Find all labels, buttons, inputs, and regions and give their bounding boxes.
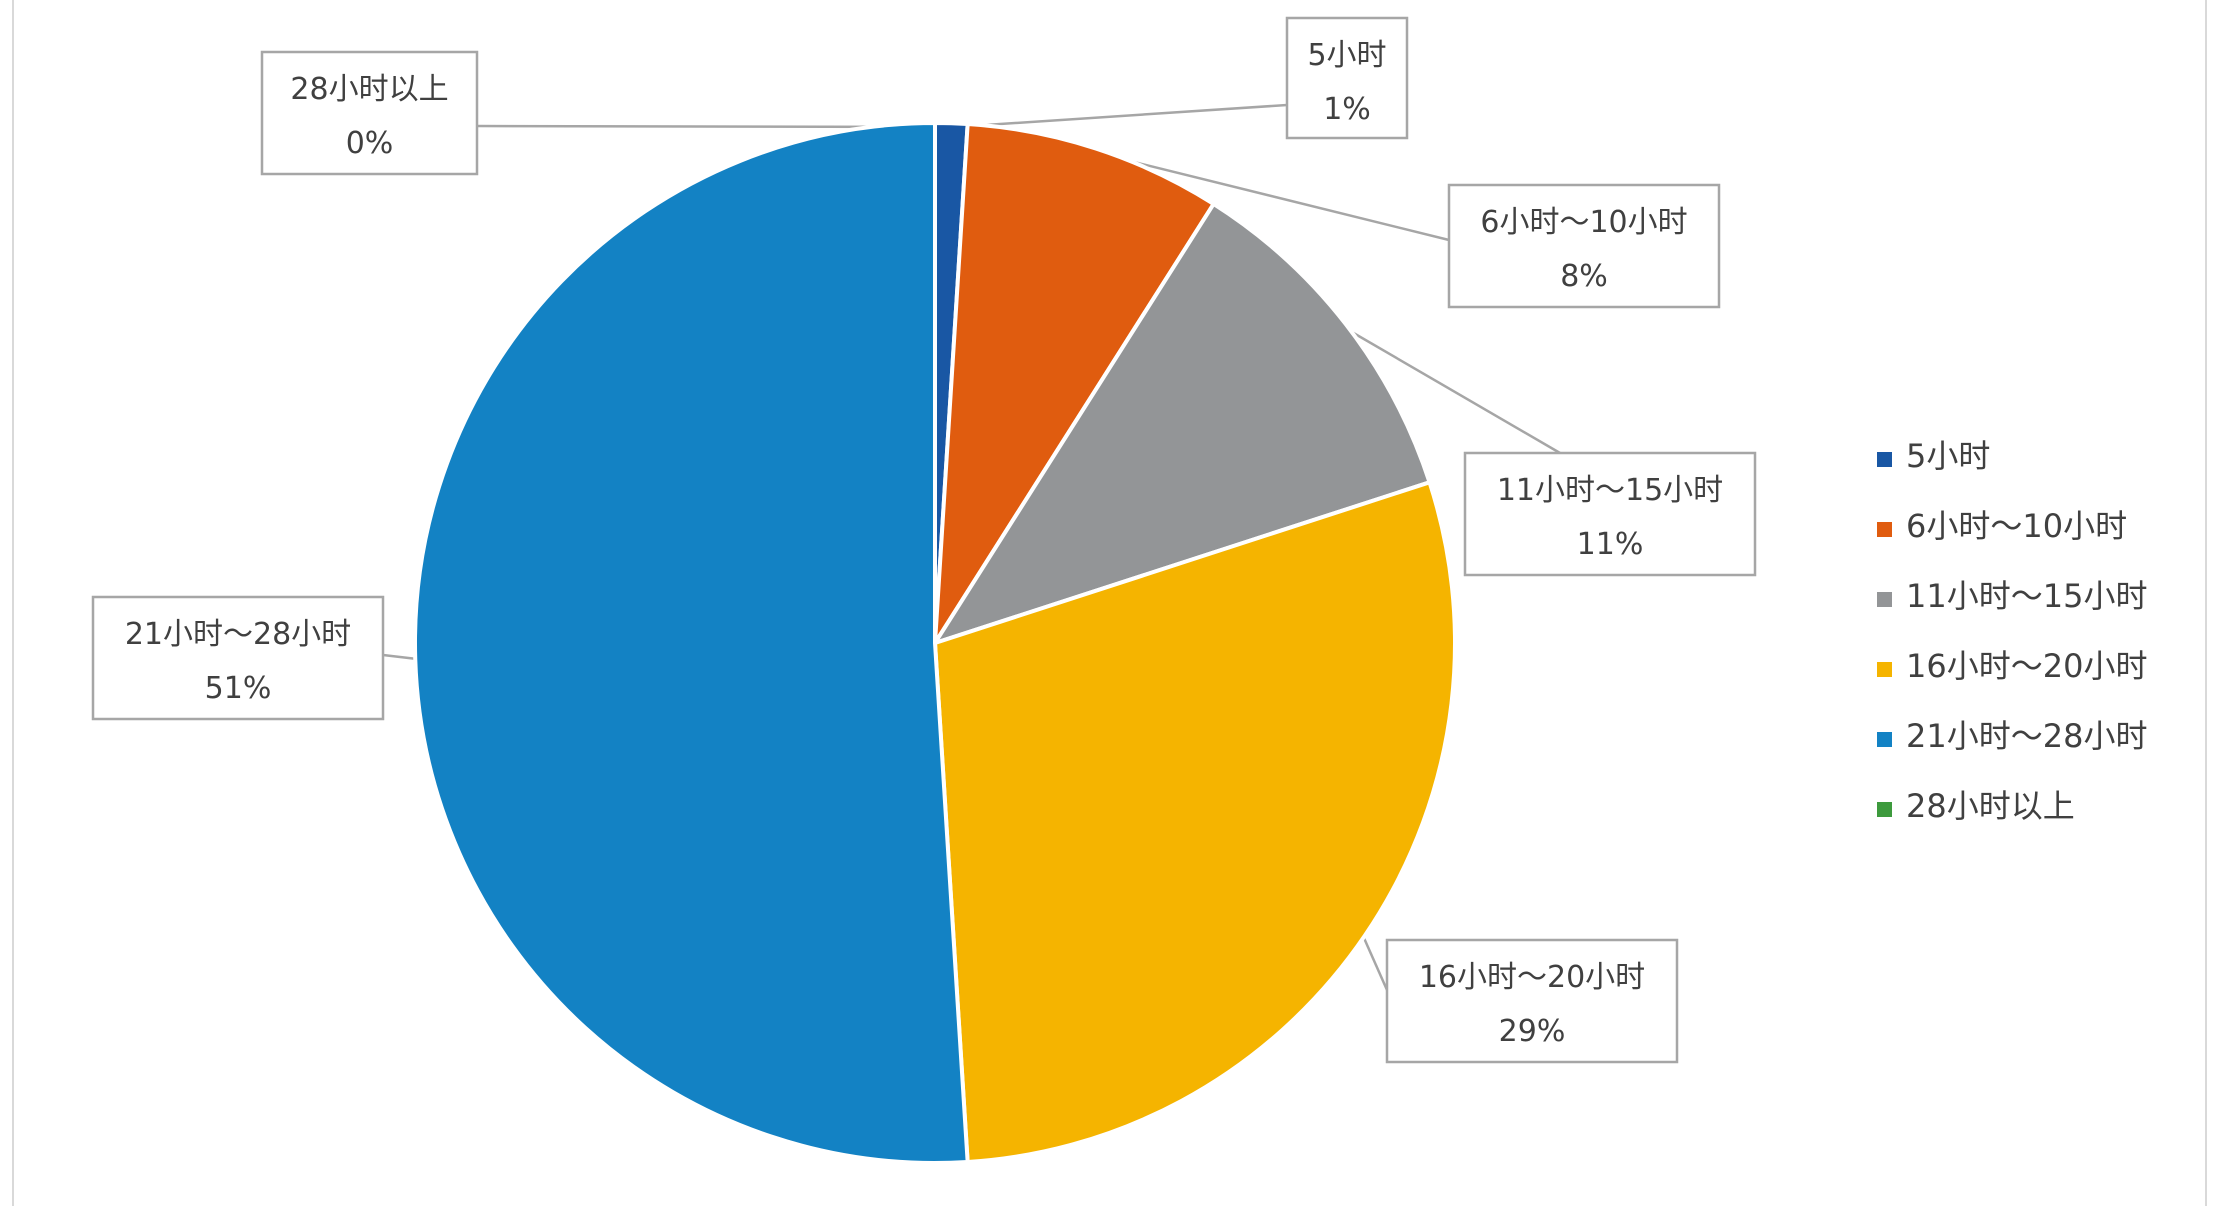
data-callouts: 5小时 1% 6小时～10小时 8% 11小时～15小时 11% 16小时～20小时 29% 2… xyxy=(91,16,1757,1064)
leader-line-2 xyxy=(1094,151,1450,242)
legend-swatch-4 xyxy=(1877,662,1892,677)
data-label-percent-4: 29% xyxy=(1499,1014,1566,1049)
legend-swatch-6 xyxy=(1877,802,1892,817)
pie-slice-2 xyxy=(933,122,1216,645)
pie-slice-4 xyxy=(933,480,1457,1164)
pie-slice-5 xyxy=(412,121,970,1165)
legend: 5小时 6小时～10小时 11小时～15小时 16小时～20小时 21小时～28小时 28… xyxy=(1877,437,2147,825)
leader-line-4 xyxy=(1360,932,1389,991)
legend-swatch-2 xyxy=(1877,522,1892,537)
data-label-percent-2: 8% xyxy=(1560,259,1608,294)
legend-label-1: 5小时 xyxy=(1906,437,1990,475)
pie-slice-3 xyxy=(933,201,1432,645)
data-callout-box-5 xyxy=(91,595,385,721)
legend-swatch-1 xyxy=(1877,452,1892,467)
legend-label-3: 11小时～15小时 xyxy=(1906,577,2147,615)
legend-label-5: 21小时～28小时 xyxy=(1906,717,2147,755)
leader-line-1 xyxy=(951,103,1288,129)
chart-frame xyxy=(12,0,2207,1206)
data-label-category-3: 11小时～15小时 xyxy=(1497,473,1723,508)
legend-swatch-5 xyxy=(1877,732,1892,747)
legend-label-6: 28小时以上 xyxy=(1906,787,2075,825)
data-callout-box-2 xyxy=(1447,183,1721,309)
data-label-category-4: 16小时～20小时 xyxy=(1419,960,1645,995)
data-label-category-2: 6小时～10小时 xyxy=(1480,205,1687,240)
data-label-category-1: 5小时 xyxy=(1307,38,1386,73)
data-label-percent-6: 0% xyxy=(346,126,394,161)
data-callout-box-4 xyxy=(1385,938,1679,1064)
data-label-percent-5: 51% xyxy=(205,671,272,706)
leader-lines xyxy=(382,103,1561,991)
data-callout-box-3 xyxy=(1463,451,1757,577)
data-label-percent-3: 11% xyxy=(1577,527,1644,562)
data-label-percent-1: 1% xyxy=(1323,92,1371,127)
data-label-category-6: 28小时以上 xyxy=(290,72,448,107)
legend-label-4: 16小时～20小时 xyxy=(1906,647,2147,685)
data-callout-box-6 xyxy=(260,50,479,176)
legend-swatch-3 xyxy=(1877,592,1892,607)
leader-line-5 xyxy=(382,653,420,661)
data-callout-box-1 xyxy=(1285,16,1409,140)
pie-slices xyxy=(412,121,1457,1165)
data-label-category-5: 21小时～28小时 xyxy=(125,617,351,652)
legend-label-2: 6小时～10小时 xyxy=(1906,507,2127,545)
leader-line-3 xyxy=(1342,325,1561,455)
